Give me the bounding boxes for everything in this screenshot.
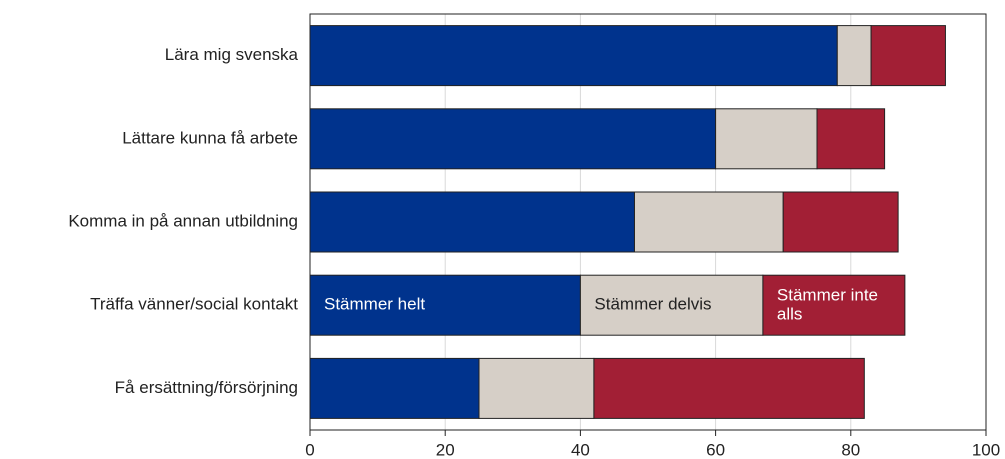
bar-segment [715, 108, 818, 170]
bar-segment [478, 357, 595, 419]
x-tick-label: 40 [571, 440, 590, 459]
bar-segment [309, 25, 838, 87]
plot-frame [309, 13, 987, 431]
bar-segment [309, 108, 717, 170]
bar-segment [782, 191, 899, 253]
series-label: Stämmer inte alls [776, 285, 878, 324]
y-tick-label: Träffa vänner/social kontakt [90, 295, 298, 314]
x-tick-label: 20 [436, 440, 455, 459]
bar-segment [309, 357, 480, 419]
y-tick-label: Lära mig svenska [165, 45, 299, 64]
bar-segment [579, 274, 764, 336]
y-tick-label: Få ersättning/försörjning [115, 378, 298, 397]
bar-segment [309, 191, 635, 253]
y-tick-label: Lättare kunna få arbete [122, 128, 298, 147]
bar-segment [816, 108, 886, 170]
bar-segment [593, 357, 865, 419]
x-tick-label: 0 [305, 440, 314, 459]
x-tick-label: 100 [972, 440, 1000, 459]
x-tick-label: 60 [706, 440, 725, 459]
series-label: Stämmer delvis [594, 294, 712, 314]
bar-segment [309, 274, 581, 336]
bar-segment [870, 25, 946, 87]
x-tick-label: 80 [841, 440, 860, 459]
series-label: Stämmer helt [324, 294, 426, 314]
bar-segment [762, 274, 906, 336]
y-tick-label: Komma in på annan utbildning [68, 211, 298, 230]
bar-segment [633, 191, 784, 253]
bar-segment [836, 25, 872, 87]
